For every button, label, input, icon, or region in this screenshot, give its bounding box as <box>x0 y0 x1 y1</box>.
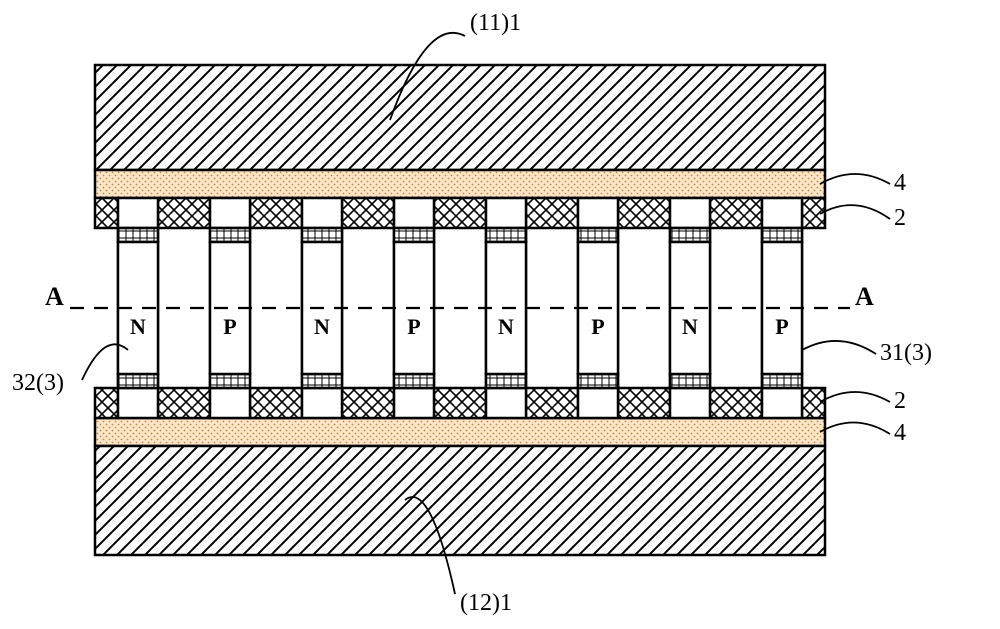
layer-top-brick2-0 <box>118 228 158 242</box>
pillar-type-label-3: P <box>399 314 429 340</box>
layer-top-cross-seg-end <box>802 198 825 228</box>
pillar-type-label-4: N <box>491 314 521 340</box>
layer-bot-hatch <box>95 446 825 555</box>
pillar-topneck-4 <box>486 198 526 228</box>
layer-top-hatch <box>95 65 825 170</box>
pillar-topneck-5 <box>578 198 618 228</box>
callout-top-hatch: (11)1 <box>470 10 521 37</box>
layer-top-cross-seg-7 <box>710 198 762 228</box>
layer-top-cross-seg-0 <box>95 198 118 228</box>
layer-bot-brick2-2 <box>302 374 342 388</box>
pillar-type-label-2: N <box>307 314 337 340</box>
layer-top-brick2-4 <box>486 228 526 242</box>
layer-bot-brick2-6 <box>670 374 710 388</box>
layer-top-cross-seg-3 <box>342 198 394 228</box>
callout-4-bot: 4 <box>894 420 906 447</box>
pillar-topneck-6 <box>670 198 710 228</box>
pillar-type-label-7: P <box>767 314 797 340</box>
callout-2-bot: 2 <box>894 388 906 415</box>
callout-2-top: 2 <box>894 205 906 232</box>
callout-32: 32(3) <box>12 370 64 397</box>
pillar-botneck-2 <box>302 388 342 418</box>
layer-bot-cross-seg-3 <box>342 388 394 418</box>
pillar-topneck-7 <box>762 198 802 228</box>
layer-bot-brick2-3 <box>394 374 434 388</box>
pillar-topneck-3 <box>394 198 434 228</box>
layer-bot-cross-seg-end <box>802 388 825 418</box>
layer-top-cross-seg-2 <box>250 198 302 228</box>
layer-bot-cross-seg-6 <box>618 388 670 418</box>
pillar-topneck-1 <box>210 198 250 228</box>
layer-top-brick2-6 <box>670 228 710 242</box>
pillar-botneck-3 <box>394 388 434 418</box>
layer-bot-dotted <box>95 418 825 446</box>
layer-bot-cross-seg-7 <box>710 388 762 418</box>
callout-4-top: 4 <box>894 170 906 197</box>
layer-bot-cross-seg-0 <box>95 388 118 418</box>
layer-top-brick2-1 <box>210 228 250 242</box>
pillar-topneck-0 <box>118 198 158 228</box>
pillar-type-label-5: P <box>583 314 613 340</box>
pillar-botneck-6 <box>670 388 710 418</box>
section-label-a-left: A <box>45 282 64 312</box>
callout-31: 31(3) <box>880 340 932 367</box>
layer-top-cross-seg-1 <box>158 198 210 228</box>
pillar-type-label-6: N <box>675 314 705 340</box>
pillar-botneck-4 <box>486 388 526 418</box>
layer-top-brick2-3 <box>394 228 434 242</box>
layer-top-brick2-7 <box>762 228 802 242</box>
layer-top-cross-seg-4 <box>434 198 486 228</box>
pillar-type-label-1: P <box>215 314 245 340</box>
pillar-botneck-0 <box>118 388 158 418</box>
layer-bot-brick2-5 <box>578 374 618 388</box>
layer-top-cross-seg-5 <box>526 198 578 228</box>
layer-bot-cross-seg-5 <box>526 388 578 418</box>
layer-bot-cross-seg-4 <box>434 388 486 418</box>
device-cross-section <box>0 0 1000 624</box>
layer-top-dotted <box>95 170 825 198</box>
layer-bot-cross-seg-2 <box>250 388 302 418</box>
layer-top-brick2-5 <box>578 228 618 242</box>
diagram-canvas: A A (11)1 4 2 31(3) 2 4 32(3) (12)1 N P N P… <box>0 0 1000 624</box>
callout-bot-hatch: (12)1 <box>460 590 512 617</box>
layer-top-cross-seg-6 <box>618 198 670 228</box>
section-label-a-right: A <box>855 282 874 312</box>
layer-bot-brick2-4 <box>486 374 526 388</box>
layer-top-brick2-2 <box>302 228 342 242</box>
pillar-botneck-7 <box>762 388 802 418</box>
layer-bot-brick2-1 <box>210 374 250 388</box>
pillar-botneck-1 <box>210 388 250 418</box>
layer-bot-brick2-0 <box>118 374 158 388</box>
pillar-topneck-2 <box>302 198 342 228</box>
layer-bot-cross-seg-1 <box>158 388 210 418</box>
pillar-botneck-5 <box>578 388 618 418</box>
layer-bot-brick2-7 <box>762 374 802 388</box>
pillar-type-label-0: N <box>123 314 153 340</box>
